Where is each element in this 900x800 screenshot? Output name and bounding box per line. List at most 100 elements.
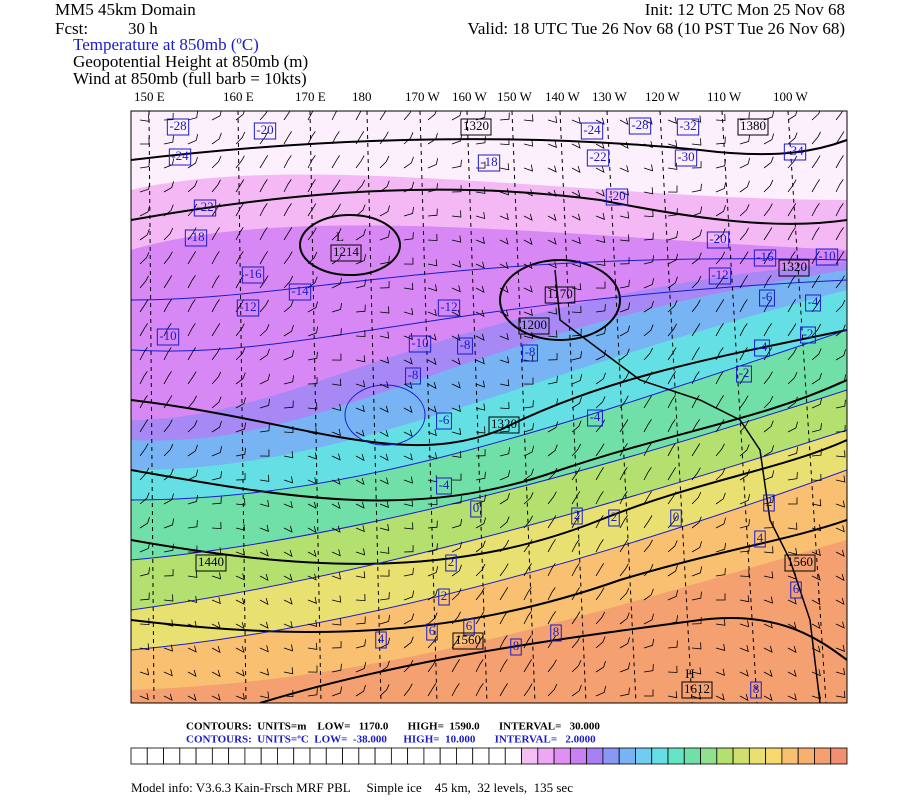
label-box — [753, 249, 777, 267]
label-box — [436, 477, 452, 495]
color-cell — [651, 747, 669, 765]
map: -28 -20-24-22-18-16-14-12-10-24 -28 -32-22-… — [131, 111, 847, 703]
color-cell — [342, 747, 360, 765]
contour-label: -10 — [818, 248, 835, 263]
color-cell — [439, 747, 457, 765]
contour-label: 8 — [753, 681, 760, 696]
longitude-label: 110 W — [707, 89, 742, 104]
contour-label: -24 — [583, 122, 601, 137]
meridians — [148, 111, 827, 703]
color-cell — [732, 747, 750, 765]
label-box — [737, 118, 769, 136]
color-cell — [179, 747, 197, 765]
label-box — [288, 283, 312, 301]
contour-label: 2 — [574, 507, 581, 522]
map-frame — [130, 110, 848, 704]
contour-label: -30 — [677, 149, 694, 164]
label-box — [754, 339, 770, 357]
label-box — [706, 231, 730, 249]
color-cell — [456, 747, 474, 765]
label-box — [550, 624, 562, 642]
contour-label: -22 — [589, 149, 606, 164]
pressure-center: L — [336, 229, 344, 244]
label-box — [156, 328, 180, 346]
contour-label: 1612 — [684, 681, 710, 696]
contour-label: 1380 — [740, 118, 766, 133]
contour-label: -16 — [244, 266, 262, 281]
color-cell — [553, 747, 571, 765]
label-box — [681, 681, 713, 699]
contour-label: -8 — [460, 337, 471, 352]
color-cell — [130, 747, 148, 765]
valid: Valid: 18 UTC Tue 26 Nov 68 (10 PST Tue … — [467, 19, 845, 38]
init: Init: 12 UTC Mon 25 Nov 68 — [645, 0, 845, 19]
contour-label: -32 — [679, 118, 696, 133]
contour-label: -8 — [525, 344, 536, 359]
contour-info-temperature: CONTOURS: UNITS=ºC LOW= -38.000 HIGH= 10… — [186, 734, 596, 746]
label-box — [676, 118, 700, 136]
contour-label: 0 — [673, 509, 680, 524]
label-box — [438, 588, 450, 606]
contour-label: 1440 — [198, 554, 224, 569]
contour-label: 0 — [473, 500, 480, 515]
label-box — [510, 638, 522, 656]
contour-label: -20 — [608, 188, 625, 203]
contour-label: 4 — [378, 631, 385, 646]
label-box — [708, 267, 732, 285]
color-cell — [293, 747, 311, 765]
color-cell — [358, 747, 376, 765]
longitude-label: 170 E — [295, 89, 326, 104]
label-box — [408, 335, 432, 353]
color-cell — [537, 747, 555, 765]
contour-label: -14 — [291, 283, 309, 298]
color-cell — [325, 747, 343, 765]
contour-label: 2 — [611, 509, 618, 524]
contour-label: -20 — [256, 122, 273, 137]
color-bar — [130, 747, 848, 765]
contour-label: 1320 — [781, 259, 807, 274]
label-box — [586, 149, 610, 167]
contour-label: -18 — [480, 154, 497, 169]
label-box — [763, 494, 775, 512]
label-box — [445, 554, 457, 572]
contour-label: -18 — [187, 229, 204, 244]
contour-label: -28 — [169, 118, 186, 133]
longitude-label: 130 W — [592, 89, 628, 104]
label-box — [330, 244, 362, 262]
color-cell — [488, 747, 506, 765]
height-contours — [131, 138, 847, 703]
color-cell — [390, 747, 409, 765]
label-box — [477, 154, 501, 172]
contour-label: 1200 — [521, 317, 547, 332]
label-box — [580, 122, 604, 140]
color-cell — [277, 747, 295, 765]
contour-label: -16 — [756, 249, 774, 264]
contour-label: 1560 — [787, 554, 813, 569]
contour-label: -4 — [590, 409, 601, 424]
contour-label: -22 — [196, 199, 213, 214]
color-cell — [748, 747, 767, 765]
contour-label: -2 — [739, 365, 750, 380]
contour-label: 4 — [757, 530, 764, 545]
label-box — [437, 299, 461, 317]
label-box — [783, 143, 807, 161]
contour-label: 2 — [441, 588, 448, 603]
color-cell — [797, 747, 815, 765]
field-wind: Wind at 850mb (full barb = 10kts) — [73, 69, 307, 88]
label-box — [166, 118, 190, 136]
label-box — [815, 248, 839, 266]
contour-label: -2 — [803, 326, 814, 341]
label-box — [460, 118, 492, 136]
label-box — [544, 286, 576, 304]
color-cell — [504, 747, 522, 765]
contour-label: 1560 — [455, 632, 481, 647]
label-box — [778, 259, 810, 277]
contour-label: -6 — [439, 412, 450, 427]
contour-label: -20 — [709, 231, 726, 246]
contour-label: 1214 — [333, 244, 360, 259]
color-cell — [521, 747, 539, 765]
label-box — [784, 554, 816, 572]
label-box — [608, 509, 620, 527]
